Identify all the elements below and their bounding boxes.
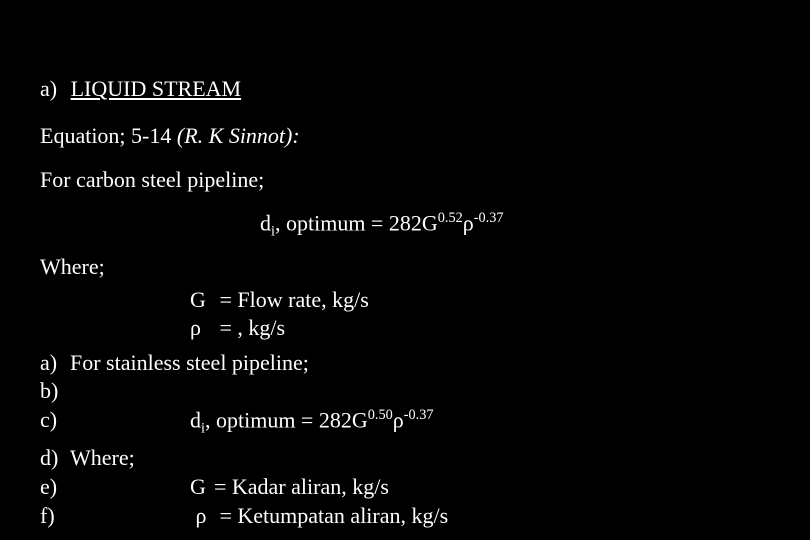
equation-reference: Equation; 5-14 (R. K Sinnot): bbox=[40, 122, 770, 151]
formula-exp1: 0.52 bbox=[438, 210, 463, 226]
list-e-label: e) bbox=[40, 473, 190, 502]
list-f-sym: ρ bbox=[196, 502, 220, 531]
def-g-text: = Flow rate, kg/s bbox=[220, 286, 369, 315]
formula2-mid: , optimum = 282G bbox=[205, 407, 368, 432]
list-a-text: For stainless steel pipeline; bbox=[70, 349, 309, 378]
formula2-var: d bbox=[190, 407, 201, 432]
carbon-intro: For carbon steel pipeline; bbox=[40, 166, 770, 195]
def-rho: ρ = , kg/s bbox=[40, 314, 770, 343]
list-f-text: = Ketumpatan aliran, kg/s bbox=[220, 502, 449, 531]
heading-title: LIQUID STREAM bbox=[71, 75, 242, 104]
list-d-label: d) bbox=[40, 444, 70, 473]
def-rho-sym: ρ bbox=[190, 314, 214, 343]
where-label: Where; bbox=[40, 253, 770, 282]
list-c-label: c) bbox=[40, 406, 190, 435]
def-g: G = Flow rate, kg/s bbox=[40, 286, 770, 315]
formula-var: d bbox=[260, 210, 271, 235]
eq-num: 5-14 bbox=[131, 123, 177, 148]
list-d-text: Where; bbox=[70, 444, 135, 473]
formula2-exp2: -0.37 bbox=[404, 407, 434, 423]
heading-prefix: a) bbox=[40, 75, 57, 104]
sub-list: a) For stainless steel pipeline; b) c) d… bbox=[40, 349, 770, 530]
eq-prefix: Equation; bbox=[40, 123, 131, 148]
list-item-d: d) Where; bbox=[40, 444, 770, 473]
list-item-a: a) For stainless steel pipeline; bbox=[40, 349, 770, 378]
formula-mid: , optimum = 282G bbox=[275, 210, 438, 235]
formula2-rho: ρ bbox=[393, 407, 404, 432]
list-f-label: f) bbox=[40, 502, 190, 531]
list-a-label: a) bbox=[40, 349, 70, 378]
stainless-formula: di, optimum = 282G0.50ρ-0.37 bbox=[190, 406, 434, 438]
def-g-sym: G bbox=[190, 286, 214, 315]
carbon-formula: di, optimum = 282G0.52ρ-0.37 bbox=[40, 209, 770, 241]
list-e-text: = Kadar aliran, kg/s bbox=[214, 473, 389, 502]
list-e-sym: G bbox=[190, 473, 214, 502]
list-item-c: c) di, optimum = 282G0.50ρ-0.37 bbox=[40, 406, 770, 438]
list-item-f: f) ρ = Ketumpatan aliran, kg/s bbox=[40, 502, 770, 531]
list-item-e: e) G = Kadar aliran, kg/s bbox=[40, 473, 770, 502]
formula-rho: ρ bbox=[463, 210, 474, 235]
eq-author: (R. K Sinnot): bbox=[177, 123, 300, 148]
section-heading: a) LIQUID STREAM bbox=[40, 75, 770, 104]
list-b-label: b) bbox=[40, 377, 70, 406]
formula2-exp1: 0.50 bbox=[368, 407, 393, 423]
def-rho-text: = , kg/s bbox=[220, 314, 286, 343]
formula-exp2: -0.37 bbox=[474, 210, 504, 226]
list-item-b: b) bbox=[40, 377, 770, 406]
